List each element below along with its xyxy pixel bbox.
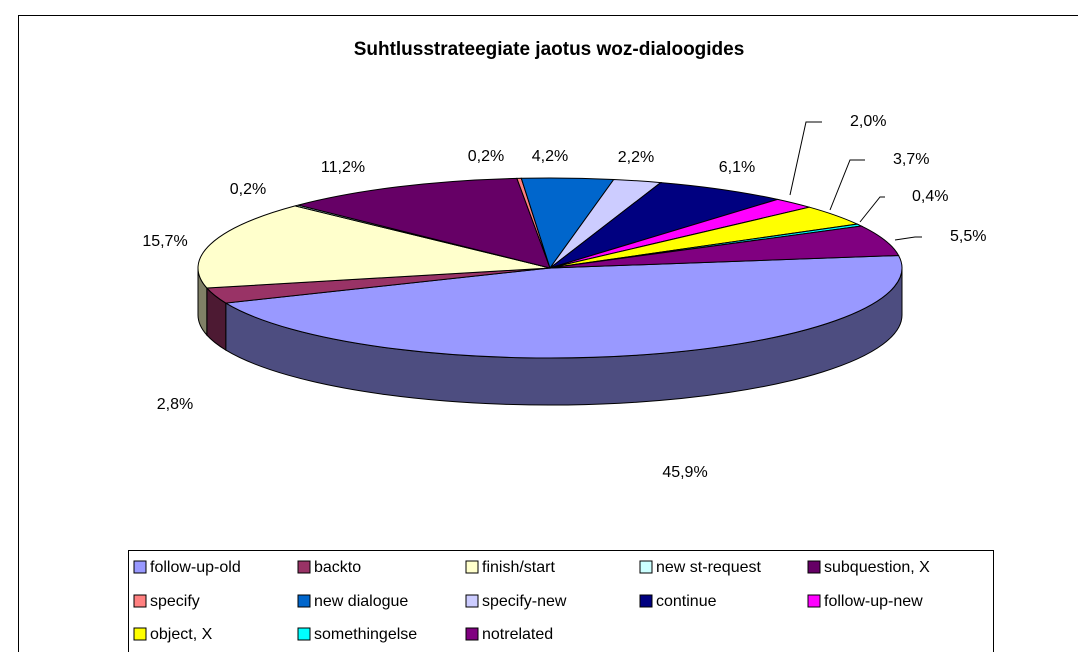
leader-line: [859, 196, 885, 223]
data-label: 4,2%: [532, 148, 568, 165]
legend-label: subquestion, X: [824, 559, 930, 576]
legend-label: continue: [656, 593, 717, 610]
legend-swatch: [465, 560, 479, 574]
legend-swatch: [297, 560, 311, 574]
legend-label: follow-up-old: [150, 559, 241, 576]
legend-label: backto: [314, 559, 361, 576]
legend-label: specify: [150, 593, 200, 610]
slice: [549, 182, 780, 269]
slice: [197, 205, 551, 289]
legend-swatch: [133, 627, 147, 641]
legend-label: new dialogue: [314, 593, 408, 610]
legend-label: notrelated: [482, 626, 553, 643]
data-label: 2,2%: [618, 149, 654, 166]
data-label: 15,7%: [142, 233, 187, 250]
data-label: 11,2%: [321, 159, 365, 176]
data-label: 3,7%: [893, 151, 929, 168]
leader-line: [829, 159, 865, 211]
legend-label: new st-request: [656, 559, 761, 576]
legend-swatch: [639, 594, 653, 608]
slice: [224, 254, 903, 359]
data-label: 5,5%: [950, 228, 986, 245]
chart-title: Suhtlusstrateegiate jaotus woz-dialoogid…: [354, 39, 745, 60]
legend-label: specify-new: [482, 593, 567, 610]
data-label: 2,0%: [850, 113, 886, 130]
leader-line: [789, 121, 822, 196]
legend-swatch: [465, 627, 479, 641]
legend-label: somethingelse: [314, 626, 417, 643]
legend-swatch: [807, 560, 821, 574]
data-label: 0,2%: [230, 181, 266, 198]
legend-swatch: [133, 594, 147, 608]
data-label: 0,2%: [468, 148, 504, 165]
legend-box: [128, 550, 994, 652]
data-label: 6,1%: [719, 159, 755, 176]
legend-swatch: [297, 594, 311, 608]
data-label: 45,9%: [662, 464, 707, 481]
data-label: 2,8%: [157, 396, 193, 413]
legend-swatch: [639, 560, 653, 574]
legend-swatch: [133, 560, 147, 574]
data-label: 0,4%: [912, 188, 948, 205]
leader-line: [894, 236, 922, 241]
slice: [298, 177, 551, 269]
legend-label: finish/start: [482, 559, 555, 576]
legend-label: object, X: [150, 626, 213, 643]
legend-swatch: [297, 627, 311, 641]
slice: [549, 225, 900, 269]
legend-swatch: [465, 594, 479, 608]
legend-swatch: [807, 594, 821, 608]
legend-label: follow-up-new: [824, 593, 923, 610]
